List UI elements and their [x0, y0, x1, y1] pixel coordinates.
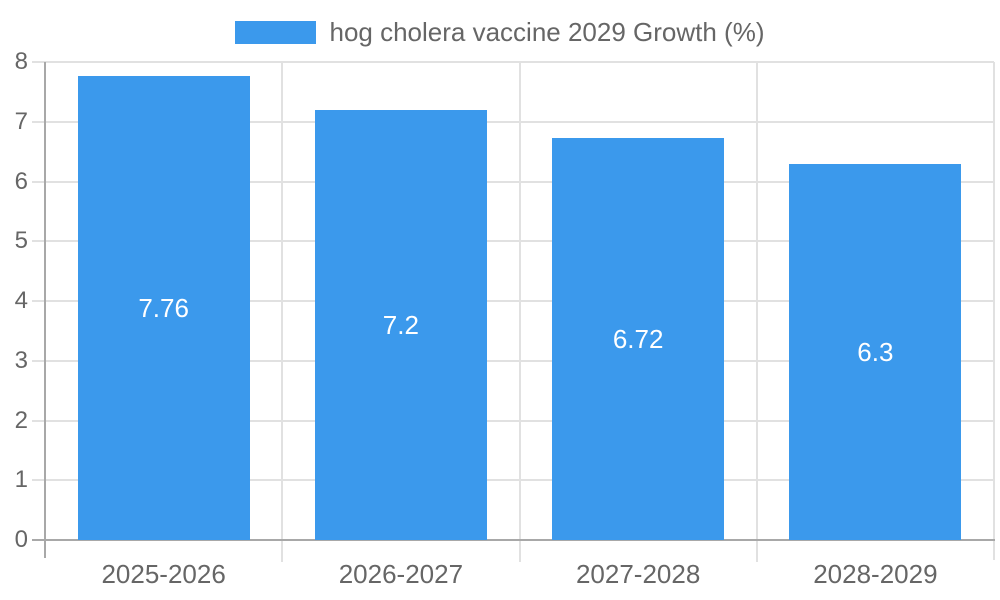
y-axis-label: 1 [14, 466, 28, 494]
y-axis-line [44, 62, 46, 558]
legend-label: hog cholera vaccine 2029 Growth (%) [329, 17, 765, 47]
bar [552, 138, 725, 540]
gridline-vertical [518, 62, 521, 562]
bar-value-label: 7.76 [138, 293, 189, 324]
x-axis-label: 2027-2028 [575, 559, 701, 589]
y-axis-tick [32, 419, 45, 422]
y-axis-label: 7 [14, 107, 28, 135]
bar-value-label: 6.3 [857, 336, 894, 367]
y-axis-tick [32, 359, 45, 362]
y-axis-tick [32, 479, 45, 482]
y-axis-label: 3 [14, 346, 28, 374]
x-axis-label: 2026-2027 [338, 559, 464, 589]
x-axis-line [32, 539, 995, 541]
gridline-vertical [755, 62, 758, 562]
y-axis-tick [32, 240, 45, 243]
y-axis-label: 6 [14, 167, 28, 195]
y-axis-tick [32, 180, 45, 183]
legend-swatch-icon [235, 20, 317, 44]
y-axis-tick [32, 61, 45, 63]
y-axis-label: 8 [14, 48, 28, 75]
y-axis-tick [32, 300, 45, 302]
y-axis-label: 4 [14, 287, 28, 314]
y-axis-label: 2 [14, 406, 28, 434]
gridline-vertical [281, 62, 284, 562]
x-axis-label: 2025-2026 [101, 559, 226, 589]
bar [77, 76, 250, 540]
y-axis-label: 0 [14, 526, 28, 553]
y-axis-tick [32, 120, 45, 123]
y-axis-label: 5 [14, 227, 28, 255]
plot-right-border [993, 62, 995, 560]
bar-value-label: 6.72 [612, 324, 664, 355]
x-axis-label: 2028-2029 [813, 559, 938, 589]
bar [314, 109, 487, 540]
chart-legend[interactable]: hog cholera vaccine 2029 Growth (%) [0, 19, 1000, 45]
bar [789, 163, 962, 540]
bar-value-label: 7.2 [382, 309, 419, 340]
